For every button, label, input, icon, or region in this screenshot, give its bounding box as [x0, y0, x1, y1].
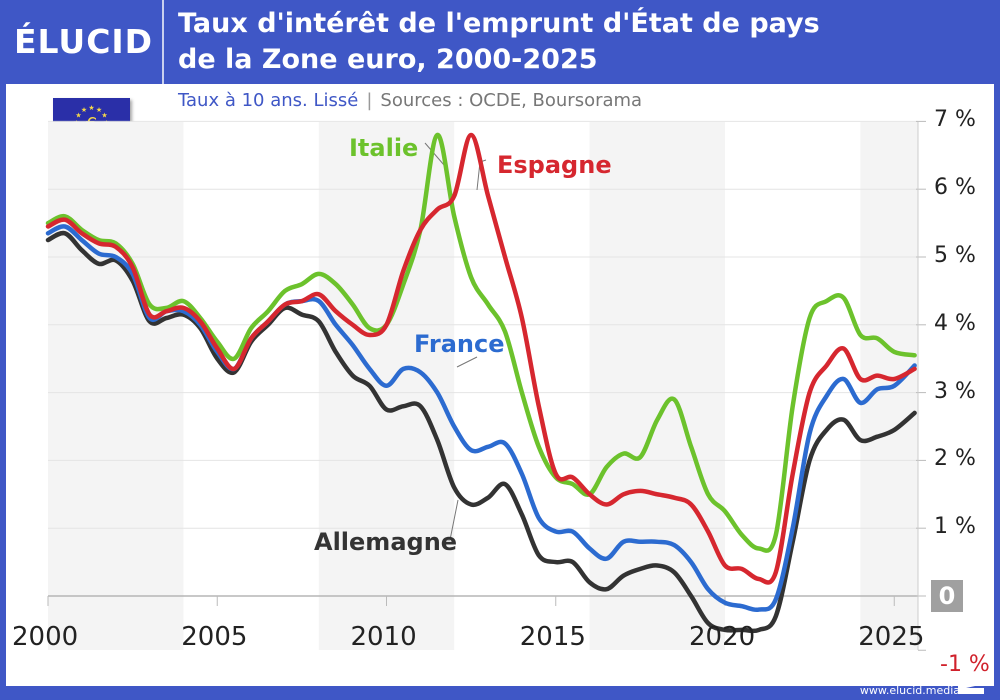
brand-logo: ÉLUCID	[14, 22, 154, 61]
label-france: France	[414, 330, 505, 358]
svg-text:★: ★	[101, 112, 107, 120]
svg-text:★: ★	[88, 104, 94, 112]
y-label: 3 %	[934, 378, 976, 404]
shaded-band	[48, 122, 184, 650]
subtitle-text: Taux à 10 ans. Lissé	[178, 90, 359, 111]
leader-line	[443, 499, 459, 541]
y-label: -1 %	[940, 651, 990, 677]
x-label: 2020	[689, 622, 756, 652]
chart-title-line2: de la Zone euro, 2000-2025	[178, 44, 598, 75]
label-espagne: Espagne	[497, 151, 612, 179]
x-label: 2015	[519, 622, 586, 652]
elucid-mark-icon	[958, 680, 984, 694]
label-allemagne: Allemagne	[314, 528, 458, 556]
leader-line	[456, 356, 478, 368]
chart-title-line1: Taux d'intérêt de l'emprunt d'État de pa…	[178, 8, 820, 39]
svg-text:★: ★	[96, 106, 102, 114]
y-label: 6 %	[934, 175, 976, 201]
chart-title: Taux d'intérêt de l'emprunt d'État de pa…	[178, 6, 820, 78]
svg-text:★: ★	[81, 106, 87, 114]
footer-url[interactable]: www.elucid.media	[859, 684, 960, 697]
y-label: 0	[931, 580, 963, 612]
y-label: 7 %	[934, 107, 976, 133]
y-label: 4 %	[934, 310, 976, 336]
series-line-espagne	[45, 132, 917, 585]
y-label: 5 %	[934, 243, 976, 268]
series-line-france	[45, 224, 917, 613]
subtitle-separator: |	[366, 90, 373, 111]
x-label: 2000	[12, 622, 79, 652]
header-bar: ÉLUCID Taux d'intérêt de l'emprunt d'Éta…	[0, 0, 1000, 84]
svg-text:★: ★	[75, 112, 81, 120]
y-label: 2 %	[934, 446, 976, 472]
sources-text: Sources : OCDE, Boursorama	[380, 90, 643, 111]
chart-subtitle: Taux à 10 ans. Lissé | Sources : OCDE, Bou…	[178, 90, 642, 111]
x-label: 2005	[181, 622, 248, 652]
leader-line	[424, 142, 445, 166]
series-line-italie	[45, 132, 917, 553]
y-label: 1 %	[934, 514, 976, 540]
header-divider	[162, 0, 164, 84]
shaded-band	[589, 122, 725, 650]
label-italie: Italie	[349, 134, 419, 162]
x-label: 2025	[858, 622, 925, 652]
x-label: 2010	[350, 622, 417, 652]
